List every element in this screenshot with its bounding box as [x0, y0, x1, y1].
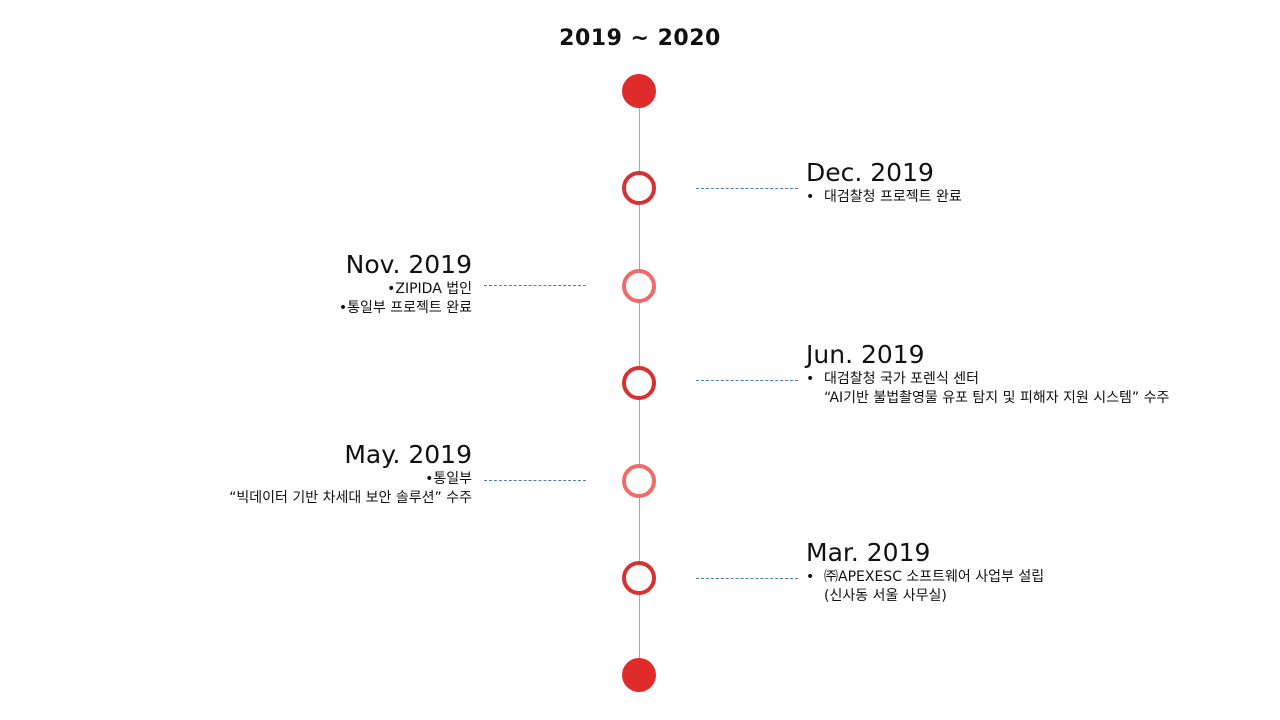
connector-nov-2019 — [484, 285, 586, 286]
entry-text: 대검찰청 프로젝트 완료 — [824, 189, 962, 205]
entry-date: Mar. 2019 — [806, 538, 931, 567]
entry-date: Nov. 2019 — [345, 250, 472, 279]
entry-text: 대검찰청 국가 포렌식 센터 — [824, 371, 980, 387]
connector-may-2019 — [484, 480, 586, 481]
bullet-icon: • — [387, 281, 396, 297]
timeline-node-may-2019 — [622, 464, 656, 498]
entry-date: May. 2019 — [344, 440, 472, 469]
entry-bullet-item: • 대검찰청 국가 포렌식 센터 — [806, 370, 1169, 389]
connector-mar-2019 — [696, 578, 798, 579]
timeline-end-node — [622, 658, 656, 692]
bullet-icon: • — [338, 300, 348, 316]
entry-mar-2019: Mar. 2019 • ㈜APEXESC 소프트웨어 사업부 설립 (신사동 서울… — [806, 538, 1044, 606]
entry-dec-2019: Dec. 2019 • 대검찰청 프로젝트 완료 — [806, 158, 962, 207]
connector-dec-2019 — [696, 188, 798, 189]
entry-bullet-item: •ZIPIDA 법인 — [333, 280, 472, 299]
entry-jun-2019: Jun. 2019 • 대검찰청 국가 포렌식 센터 “AI기반 불법촬영물 유포… — [806, 340, 1169, 408]
timeline-node-dec-2019 — [622, 171, 656, 205]
entry-text: ZIPIDA 법인 — [395, 281, 472, 297]
entry-text: 통일부 프로젝트 완료 — [347, 300, 472, 316]
entry-text: ㈜APEXESC 소프트웨어 사업부 설립 — [824, 569, 1045, 585]
entry-nov-2019: Nov. 2019 •ZIPIDA 법인 •통일부 프로젝트 완료 — [333, 250, 472, 318]
bullet-icon: • — [806, 189, 815, 205]
timeline-node-nov-2019 — [622, 269, 656, 303]
page-title: 2019 ~ 2020 — [559, 26, 721, 51]
entry-subtext: (신사동 서울 사무실) — [824, 588, 947, 604]
entry-subtext: “AI기반 불법촬영물 유포 탐지 및 피해자 지원 시스템” 수주 — [824, 390, 1170, 406]
timeline-start-node — [622, 74, 656, 108]
entry-date: Jun. 2019 — [806, 340, 925, 369]
entry-bullet-item: • 대검찰청 프로젝트 완료 — [806, 188, 962, 207]
entry-text: 통일부 — [433, 471, 472, 487]
entry-subtext: “빅데이터 기반 차세대 보안 솔루션” 수주 — [229, 490, 472, 506]
bullet-icon: • — [425, 471, 434, 487]
entry-bullet-item: • ㈜APEXESC 소프트웨어 사업부 설립 — [806, 568, 1044, 587]
connector-jun-2019 — [696, 380, 798, 381]
entry-date: Dec. 2019 — [806, 158, 934, 187]
entry-bullet-item: •통일부 프로젝트 완료 — [333, 299, 472, 318]
bullet-icon: • — [806, 371, 815, 387]
entry-bullet-item: •통일부 — [229, 470, 472, 489]
timeline-node-jun-2019 — [622, 366, 656, 400]
bullet-icon: • — [806, 569, 815, 585]
timeline-node-mar-2019 — [622, 561, 656, 595]
entry-may-2019: May. 2019 •통일부 “빅데이터 기반 차세대 보안 솔루션” 수주 — [229, 440, 472, 508]
